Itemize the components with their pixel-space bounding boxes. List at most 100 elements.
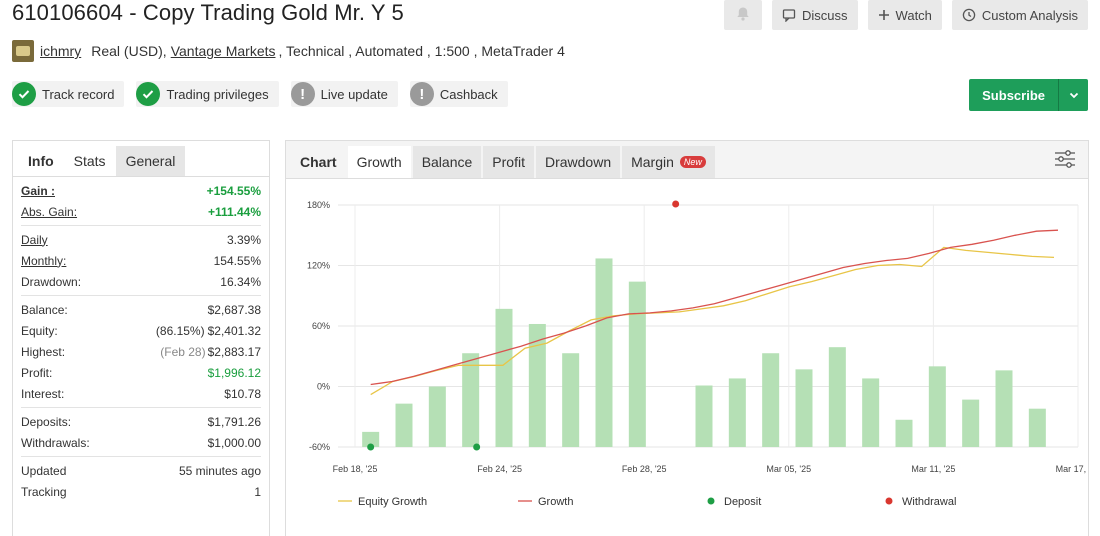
track-record-label: Track record — [42, 86, 115, 102]
interest-label: Interest: — [21, 386, 65, 401]
highest-label: Highest: — [21, 344, 66, 359]
bar — [695, 385, 713, 447]
tab-margin[interactable]: Margin New — [622, 146, 715, 178]
live-update-badge[interactable]: ! Live update — [290, 81, 398, 107]
bar — [928, 366, 946, 447]
deposit-marker — [473, 443, 481, 451]
bell-icon — [735, 6, 751, 25]
drawdown-value: 16.34% — [220, 274, 261, 289]
x-tick-label: Feb 28, '25 — [622, 464, 667, 474]
new-badge: New — [679, 156, 706, 168]
updated-label: Updated — [21, 463, 67, 478]
tab-chart[interactable]: Chart — [300, 154, 337, 170]
stat-row-daily: Daily 3.39% — [21, 229, 261, 250]
stat-row-withdrawals: Withdrawals: $1,000.00 — [21, 432, 261, 453]
y-tick-label: 120% — [307, 261, 330, 271]
legend-deposit-swatch — [707, 497, 715, 505]
margin-label: Margin — [631, 154, 674, 170]
balance-label: Balance: — [21, 302, 68, 317]
abs-gain-label[interactable]: Abs. Gain: — [21, 204, 78, 219]
bar — [462, 353, 480, 447]
cashback-label: Cashback — [439, 86, 498, 102]
track-record-badge[interactable]: Track record — [12, 81, 125, 107]
chevron-down-icon[interactable] — [1058, 79, 1088, 111]
bar — [995, 370, 1013, 447]
monthly-value: 154.55% — [213, 253, 261, 268]
tab-info[interactable]: Info — [28, 153, 54, 169]
avatar[interactable] — [12, 40, 34, 62]
deposit-marker — [367, 443, 375, 451]
trading-privileges-badge[interactable]: Trading privileges — [136, 81, 279, 107]
bar — [895, 419, 913, 447]
bar — [795, 369, 813, 447]
custom-analysis-label: Custom Analysis — [981, 7, 1078, 23]
comment-icon — [782, 8, 796, 22]
bar — [862, 378, 880, 447]
discuss-button[interactable]: Discuss — [772, 0, 858, 30]
bar — [762, 353, 780, 447]
stats-group-updated: Updated 55 minutes ago Tracking 1 — [21, 457, 261, 505]
x-tick-label: Feb 24, '25 — [477, 464, 522, 474]
stat-row-interest: Interest: $10.78 — [21, 383, 261, 404]
tracking-value: 1 — [254, 484, 261, 499]
stat-row-highest: Highest: (Feb 28) $2,883.17 — [21, 341, 261, 362]
withdrawal-marker — [672, 200, 680, 208]
notify-button[interactable] — [724, 0, 763, 30]
broker-link[interactable]: Vantage Markets — [170, 43, 276, 59]
subscribe-button[interactable]: Subscribe — [969, 79, 1088, 111]
tab-stats[interactable]: Stats — [63, 146, 116, 176]
subscribe-label: Subscribe — [982, 87, 1045, 103]
y-tick-label: 0% — [317, 382, 330, 392]
stats-group-rates: Daily 3.39% Monthly: 154.55% Drawdown: 1… — [21, 226, 261, 296]
cashback-badge[interactable]: ! Cashback — [409, 81, 508, 107]
stats-group-gain: Gain : +154.55% Abs. Gain: +111.44% — [21, 177, 261, 226]
bar — [428, 386, 446, 447]
monthly-label[interactable]: Monthly: — [21, 253, 67, 268]
live-update-label: Live update — [320, 86, 388, 102]
abs-gain-value: +111.44% — [207, 204, 261, 219]
gain-value: +154.55% — [206, 183, 261, 198]
legend-withdrawal: Withdrawal — [902, 496, 956, 508]
x-tick-label: Feb 18, '25 — [333, 464, 378, 474]
stat-row-monthly: Monthly: 154.55% — [21, 250, 261, 271]
profit-value: $1,996.12 — [207, 365, 261, 380]
bar — [962, 399, 980, 447]
equity-percent: (86.15%) — [155, 323, 205, 338]
watch-button[interactable]: Watch — [867, 0, 942, 30]
chart-panel: Chart Growth Balance Profit Drawdown Mar… — [285, 140, 1089, 536]
y-tick-label: 180% — [307, 200, 330, 210]
stat-row-gain: Gain : +154.55% — [21, 180, 261, 201]
deposits-label: Deposits: — [21, 414, 72, 429]
highest-date: (Feb 28) — [160, 344, 206, 359]
equity-value: $2,401.32 — [207, 323, 261, 338]
equity-label: Equity: — [21, 323, 58, 338]
y-tick-label: 60% — [312, 321, 330, 331]
user-link[interactable]: ichmry — [40, 43, 82, 59]
exclamation-icon: ! — [409, 82, 434, 106]
stat-row-abs-gain: Abs. Gain: +111.44% — [21, 201, 261, 222]
chart-tabs: Chart Growth Balance Profit Drawdown Mar… — [286, 141, 1088, 179]
stats-group-transfers: Deposits: $1,791.26 Withdrawals: $1,000.… — [21, 408, 261, 457]
sliders-icon[interactable] — [1054, 149, 1076, 174]
trading-privileges-label: Trading privileges — [166, 86, 269, 102]
daily-label[interactable]: Daily — [21, 232, 48, 247]
tab-drawdown[interactable]: Drawdown — [535, 146, 621, 178]
stat-row-updated: Updated 55 minutes ago — [21, 460, 261, 481]
gain-label[interactable]: Gain : — [21, 183, 56, 198]
tab-balance[interactable]: Balance — [412, 146, 482, 178]
growth-chart[interactable]: 180% 120% 60% 0% -60% Feb 18, '25 Feb 24, '25 F… — [286, 179, 1088, 536]
daily-value: 3.39% — [226, 232, 261, 247]
check-icon — [136, 82, 161, 106]
stat-row-tracking: Tracking 1 — [21, 481, 261, 502]
stat-row-equity: Equity: (86.15%) $2,401.32 — [21, 320, 261, 341]
clock-icon — [962, 8, 976, 22]
stat-row-balance: Balance: $2,687.38 — [21, 299, 261, 320]
tab-profit[interactable]: Profit — [483, 146, 534, 178]
watch-label: Watch — [895, 7, 932, 23]
tab-general[interactable]: General — [115, 146, 186, 176]
tab-growth[interactable]: Growth — [347, 146, 411, 178]
y-tick-label: -60% — [309, 442, 330, 452]
custom-analysis-button[interactable]: Custom Analysis — [951, 0, 1088, 30]
highest-value: $2,883.17 — [207, 344, 261, 359]
deposits-value: $1,791.26 — [207, 414, 261, 429]
